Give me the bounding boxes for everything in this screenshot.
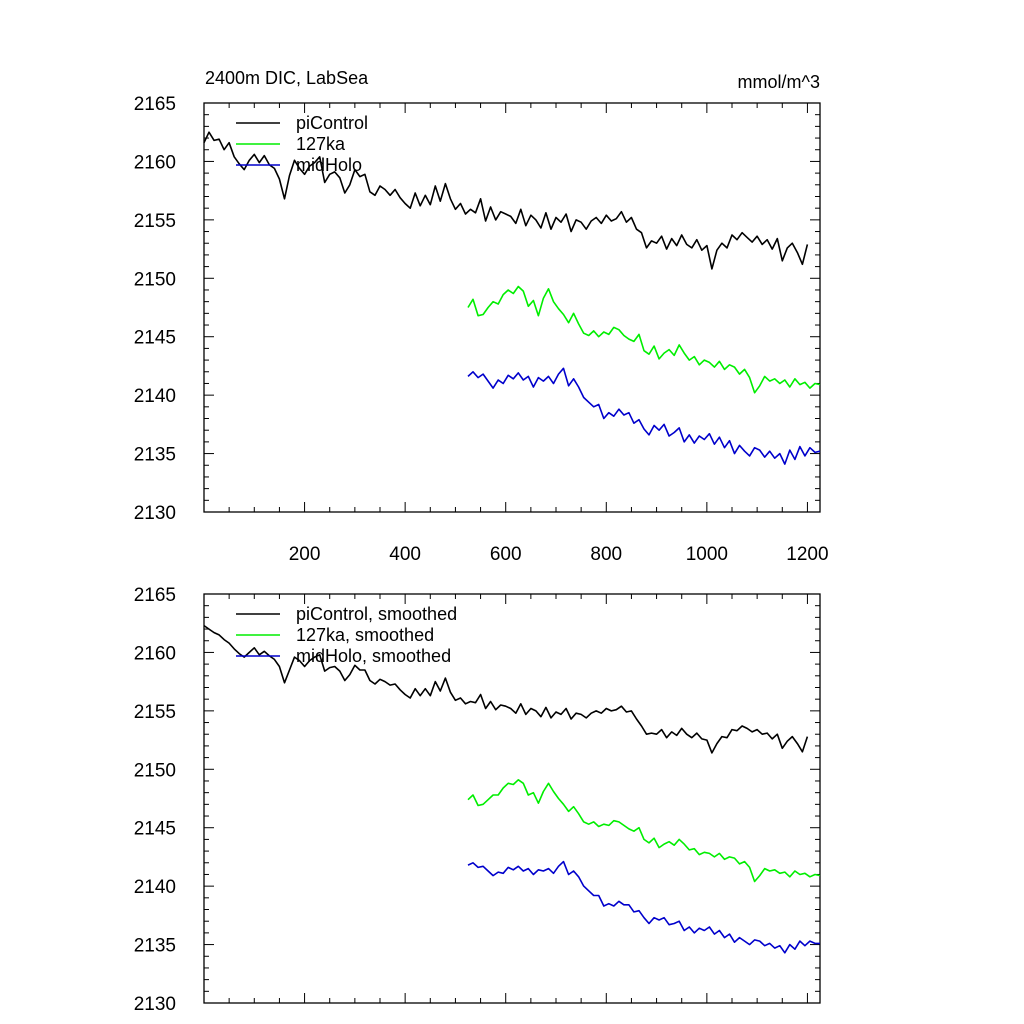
top-panel-legend-label: 127ka: [296, 134, 346, 154]
bottom-panel-y-tick-label: 2135: [134, 936, 176, 957]
bottom-panel-series-midholo: [467, 860, 820, 954]
top-panel-series-midholo: [467, 367, 821, 465]
top-panel-y-tick-label: 2130: [134, 503, 176, 524]
bottom-panel-series-127ka: [467, 778, 821, 883]
top-panel-units-label: mmol/m^3: [738, 72, 820, 92]
bottom-panel-y-tick-label: 2150: [134, 760, 176, 781]
top-panel-series-127ka: [467, 285, 821, 394]
top-panel-y-tick-label: 2145: [134, 328, 176, 349]
top-panel-title: 2400m DIC, LabSea: [205, 68, 369, 88]
bottom-panel-y-tick-label: 2155: [134, 702, 176, 723]
bottom-panel-y-tick-label: 2165: [134, 585, 176, 606]
bottom-panel-y-tick-label: 2160: [134, 643, 176, 664]
top-panel-legend-label: piControl: [296, 113, 368, 133]
bottom-panel: 2130 2135 2140 2145 2150 2155 2160 2165 piContro…: [134, 585, 821, 1015]
top-panel: 2400m DIC, LabSea mmol/m^3 2130 2135 2140 2…: [134, 68, 829, 565]
top-panel-y-tick-label: 2155: [134, 211, 176, 232]
bottom-panel-y-tick-label: 2140: [134, 877, 176, 898]
top-panel-x-tick-label: 600: [490, 544, 522, 565]
top-panel-x-tick-label: 800: [590, 544, 622, 565]
top-panel-y-tick-label: 2160: [134, 152, 176, 173]
top-panel-y-tick-label: 2150: [134, 269, 176, 290]
top-panel-y-tick-label: 2140: [134, 386, 176, 407]
top-panel-x-tick-label: 400: [389, 544, 421, 565]
top-panel-series-picontrol: [203, 131, 809, 270]
top-panel-x-tick-label: 1200: [786, 544, 828, 565]
bottom-panel-series-picontrol: [203, 624, 809, 754]
bottom-panel-frame: [203, 593, 821, 1004]
bottom-panel-legend-label: midHolo, smoothed: [296, 646, 451, 666]
top-panel-x-tick-label: 1000: [686, 544, 728, 565]
top-panel-x-tick-label: 200: [289, 544, 321, 565]
bottom-panel-y-tick-label: 2145: [134, 819, 176, 840]
top-panel-legend-label: midHolo: [296, 155, 362, 175]
bottom-panel-y-tick-label: 2130: [134, 994, 176, 1015]
top-panel-y-tick-label: 2135: [134, 445, 176, 466]
bottom-panel-legend-label: piControl, smoothed: [296, 604, 457, 624]
bottom-panel-legend-label: 127ka, smoothed: [296, 625, 434, 645]
top-panel-frame: [203, 102, 821, 513]
top-panel-y-tick-label: 2165: [134, 94, 176, 115]
